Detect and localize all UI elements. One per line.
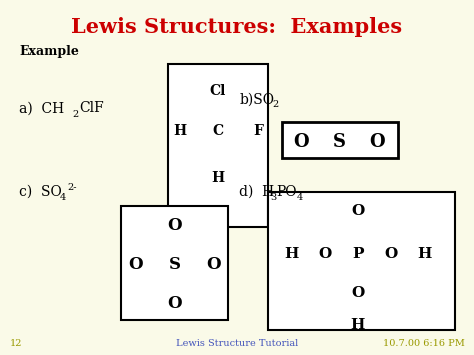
Text: c)  SO: c) SO bbox=[19, 185, 62, 199]
Text: O: O bbox=[318, 247, 331, 261]
Text: H: H bbox=[211, 170, 225, 185]
Text: 10.7.00 6:16 PM: 10.7.00 6:16 PM bbox=[383, 339, 465, 348]
Text: O: O bbox=[167, 217, 182, 234]
Text: 2: 2 bbox=[273, 100, 279, 109]
Text: d)  H: d) H bbox=[239, 185, 274, 199]
Text: O: O bbox=[369, 133, 384, 151]
Text: H: H bbox=[417, 247, 431, 261]
FancyBboxPatch shape bbox=[268, 192, 455, 330]
Text: O: O bbox=[351, 204, 365, 218]
Text: 3: 3 bbox=[271, 193, 277, 202]
Text: O: O bbox=[293, 133, 309, 151]
Text: F: F bbox=[254, 124, 263, 138]
Text: ClF: ClF bbox=[79, 101, 104, 115]
FancyBboxPatch shape bbox=[121, 206, 228, 320]
Text: S: S bbox=[168, 256, 181, 273]
FancyBboxPatch shape bbox=[168, 64, 268, 227]
Text: H: H bbox=[351, 318, 365, 332]
Text: 4: 4 bbox=[60, 193, 66, 202]
Text: a)  CH: a) CH bbox=[19, 101, 64, 115]
Text: S: S bbox=[332, 133, 346, 151]
Text: Lewis Structure Tutorial: Lewis Structure Tutorial bbox=[176, 339, 298, 348]
Text: 12: 12 bbox=[9, 339, 22, 348]
Text: Lewis Structures:  Examples: Lewis Structures: Examples bbox=[72, 17, 402, 37]
Text: P: P bbox=[352, 247, 364, 261]
Text: O: O bbox=[206, 256, 220, 273]
Text: b)SO: b)SO bbox=[239, 92, 274, 106]
Text: 2-: 2- bbox=[67, 183, 77, 192]
Text: H: H bbox=[173, 124, 187, 138]
Text: PO: PO bbox=[276, 185, 297, 199]
Text: O: O bbox=[384, 247, 398, 261]
Text: Example: Example bbox=[19, 45, 79, 58]
Text: Cl: Cl bbox=[210, 83, 226, 98]
Text: C: C bbox=[212, 124, 224, 138]
Text: 4: 4 bbox=[297, 193, 303, 202]
Text: O: O bbox=[167, 295, 182, 312]
Text: O: O bbox=[351, 286, 365, 300]
Text: 2: 2 bbox=[73, 110, 79, 119]
Text: H: H bbox=[284, 247, 299, 261]
Text: O: O bbox=[128, 256, 142, 273]
FancyBboxPatch shape bbox=[282, 122, 398, 158]
